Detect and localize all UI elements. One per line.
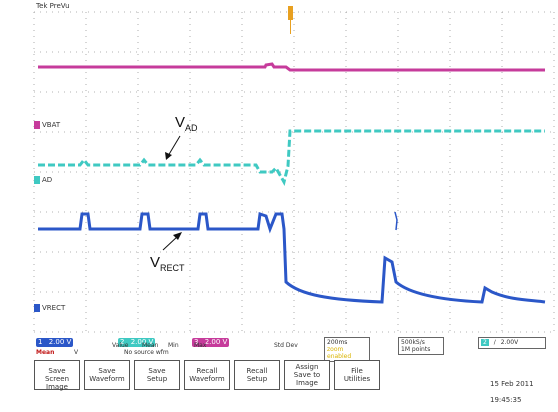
ch2-label: AD: [42, 176, 53, 184]
date-time: 15 Feb 2011 19:45:35: [490, 372, 534, 412]
trigger-channel: 2: [481, 339, 489, 346]
trigger-position-marker: [288, 6, 293, 34]
graticule-background: [34, 12, 554, 332]
date: 15 Feb 2011: [490, 380, 534, 388]
ch2-scale: 2.00 V: [130, 338, 154, 346]
measurement-note: No source wfm: [124, 349, 169, 356]
ch1-waveform: [38, 212, 546, 304]
ch1-number: 1: [38, 338, 43, 346]
acquisition-box[interactable]: 500kS/s 1M points: [398, 337, 444, 355]
ch3-waveform: [38, 62, 545, 72]
ch1-scale: 2.00 V: [48, 338, 72, 346]
ch2-waveform: [38, 129, 545, 186]
ch3-label: VBAT: [42, 121, 61, 129]
trigger-slope-icon: ∕: [493, 339, 496, 346]
v-rect-arrow: [162, 232, 182, 251]
ch3-number: 3: [194, 338, 199, 346]
trigger-box[interactable]: 2 ∕ 2.00V: [478, 337, 546, 349]
softkey-menu: Save Screen Image Save Waveform Save Set…: [34, 360, 558, 404]
scope-header-title: Tek PreVu: [36, 2, 70, 10]
ch2-ground-marker: [34, 176, 40, 184]
v-rect-annotation: VRECT: [150, 254, 185, 273]
recall-waveform-button[interactable]: Recall Waveform: [184, 360, 230, 390]
ch3-ground-marker: [34, 121, 40, 129]
time: 19:45:35: [490, 396, 522, 404]
oscilloscope-screen: Tek PreVu VBAT AD VRECT VAD VRECT 1 2.00…: [33, 2, 558, 404]
ch1-scale-badge[interactable]: 1 2.00 V: [36, 338, 74, 347]
ch2-scale-badge[interactable]: 2 2.00 V: [118, 338, 156, 347]
ch2-number: 2: [120, 338, 125, 346]
meas-header-mean: Mean: [142, 342, 159, 349]
save-waveform-button[interactable]: Save Waveform: [84, 360, 130, 390]
file-utilities-button[interactable]: File Utilities: [334, 360, 380, 390]
ch3-scale-badge[interactable]: 3 2.00 V: [192, 338, 230, 347]
record-length: 1M points: [401, 346, 431, 353]
ch3-scale: 2.00 V: [204, 338, 228, 346]
v-rect-sub: RECT: [160, 263, 185, 273]
v-ad-annotation: VAD: [175, 114, 198, 133]
ch1-spike: [394, 211, 398, 231]
meas-header-min: Min: [168, 342, 179, 349]
trigger-level: 2.00V: [500, 339, 519, 346]
waveform-display: [33, 6, 555, 333]
recall-setup-button[interactable]: Recall Setup: [234, 360, 280, 390]
ch1-ground-marker: [34, 304, 40, 312]
sample-rate: 500kS/s: [401, 339, 425, 346]
timebase-zoom: zoom enabled: [327, 346, 352, 360]
meas-header-value: Value: [112, 342, 129, 349]
meas-header-std-dev: Std Dev: [274, 342, 298, 349]
v-ad-sub: AD: [185, 123, 198, 133]
measurement-type[interactable]: Mean: [36, 349, 55, 356]
status-bar: 1 2.00 V 2 2.00 V 3 2.00 V Mean V Value …: [34, 337, 554, 362]
save-screen-image-button[interactable]: Save Screen Image: [34, 360, 80, 391]
assign-save-button[interactable]: Assign Save to Image: [284, 360, 330, 390]
timebase-value: 200ms: [327, 339, 348, 346]
timebase-box[interactable]: 200ms zoom enabled: [324, 337, 370, 362]
ch1-label: VRECT: [42, 304, 66, 312]
meas-header-max: Max: [194, 342, 207, 349]
save-setup-button[interactable]: Save Setup: [134, 360, 180, 390]
v-ad-main: V: [175, 114, 186, 131]
v-ad-arrow: [165, 135, 181, 160]
measurement-source: V: [74, 349, 79, 356]
v-rect-main: V: [150, 254, 161, 271]
